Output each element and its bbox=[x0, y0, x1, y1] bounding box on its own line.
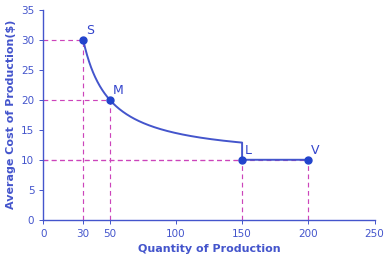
Text: M: M bbox=[112, 84, 123, 97]
Y-axis label: Average Cost of Production($): Average Cost of Production($) bbox=[5, 20, 16, 209]
X-axis label: Quantity of Production: Quantity of Production bbox=[138, 244, 280, 255]
Text: S: S bbox=[86, 24, 94, 37]
Text: L: L bbox=[245, 144, 252, 157]
Text: V: V bbox=[311, 144, 319, 157]
